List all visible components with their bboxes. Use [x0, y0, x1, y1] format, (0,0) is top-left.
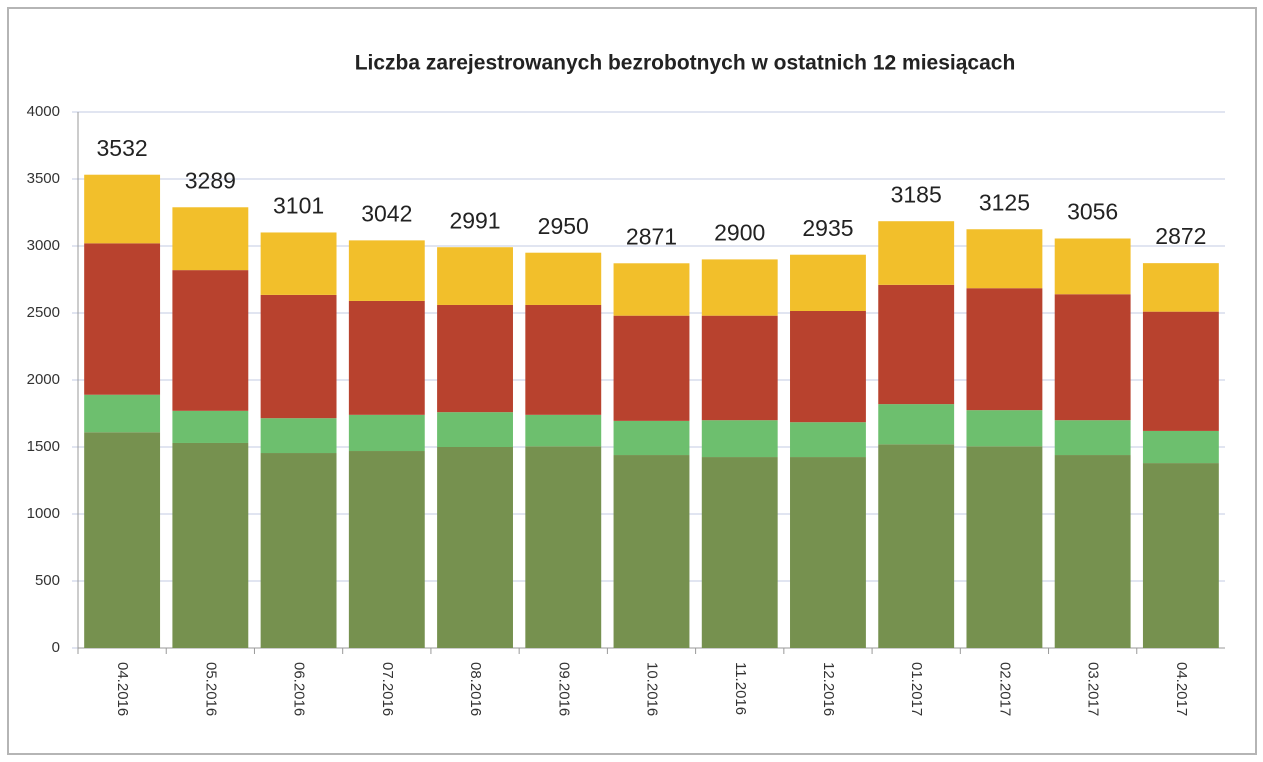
- bar-segment: [437, 304, 513, 413]
- bar-segment: [1054, 294, 1131, 421]
- bar-segment: [84, 432, 161, 648]
- x-tick-label: 12.2016: [820, 662, 837, 716]
- x-tick-label: 07.2016: [379, 662, 396, 716]
- bar-segment: [790, 422, 866, 458]
- bar-segment: [84, 174, 161, 244]
- bar-segment: [701, 420, 778, 458]
- total-label: 3101: [273, 193, 324, 219]
- bar-segment: [790, 254, 866, 311]
- bar-segment: [84, 243, 161, 395]
- bar-segment: [260, 418, 337, 454]
- y-tick-label: 4000: [27, 103, 60, 120]
- bar-segment: [1142, 463, 1219, 648]
- total-label: 3125: [979, 189, 1030, 215]
- bar-segment: [84, 394, 161, 433]
- bar-segment: [1142, 430, 1219, 464]
- bar-segment: [966, 410, 1043, 447]
- bar-segment: [437, 412, 513, 447]
- bar-segment: [701, 315, 778, 421]
- bar-segment: [878, 284, 955, 405]
- x-tick-label: 10.2016: [644, 662, 661, 716]
- bar-segment: [701, 457, 778, 648]
- bar-segment: [790, 310, 866, 423]
- total-label: 2935: [802, 215, 853, 241]
- bar-segment: [966, 446, 1043, 648]
- bar-segment: [172, 207, 249, 271]
- bar-segment: [348, 300, 425, 415]
- chart-title: Liczba zarejestrowanych bezrobotnych w o…: [355, 52, 1016, 75]
- bar-segment: [260, 453, 337, 648]
- bar-segment: [878, 221, 955, 285]
- bar-segment: [790, 457, 866, 648]
- y-tick-label: 1500: [27, 438, 60, 455]
- x-tick-label: 03.2017: [1085, 662, 1102, 716]
- bar-segment: [966, 229, 1043, 289]
- bar-segment: [525, 446, 602, 648]
- bar-segment: [437, 247, 513, 305]
- bar-segment: [172, 270, 249, 411]
- bar-segment: [260, 294, 337, 419]
- bar-segment: [348, 414, 425, 452]
- x-tick-label: 08.2016: [467, 662, 484, 716]
- bar-segment: [613, 455, 690, 648]
- y-tick-label: 2000: [27, 371, 60, 388]
- total-label: 2871: [626, 223, 677, 249]
- y-tick-label: 3500: [27, 170, 60, 187]
- x-tick-label: 11.2016: [732, 662, 749, 715]
- bar-segment: [613, 315, 690, 421]
- total-label: 3042: [361, 200, 412, 226]
- bar-segment: [878, 444, 955, 648]
- bar-segment: [525, 304, 602, 415]
- bar-segment: [437, 447, 513, 648]
- bar-segment: [878, 404, 955, 445]
- bar-segment: [525, 252, 602, 305]
- bar-segment: [613, 263, 690, 316]
- bar-segment: [966, 288, 1043, 411]
- bar-segment: [172, 410, 249, 443]
- bar-segment: [701, 259, 778, 316]
- total-label: 3532: [97, 135, 148, 161]
- x-tick-label: 05.2016: [202, 662, 219, 716]
- x-tick-label: 02.2017: [996, 662, 1013, 716]
- bar-segment: [1142, 263, 1219, 312]
- bar-segment: [348, 240, 425, 301]
- total-label: 2950: [538, 213, 589, 239]
- bar-segment: [172, 442, 249, 648]
- bar-segment: [1054, 455, 1131, 648]
- x-tick-label: 04.2016: [114, 662, 131, 716]
- y-tick-label: 500: [35, 572, 60, 589]
- total-label: 2872: [1155, 223, 1206, 249]
- total-label: 3289: [185, 167, 236, 193]
- y-tick-label: 2500: [27, 304, 60, 321]
- y-tick-label: 0: [52, 639, 60, 656]
- bar-segment: [1054, 238, 1131, 295]
- bar-segment: [613, 420, 690, 456]
- x-tick-label: 04.2017: [1173, 662, 1190, 716]
- bar-segment: [1142, 311, 1219, 431]
- x-tick-label: 01.2017: [908, 662, 925, 716]
- bar-segment: [348, 451, 425, 648]
- bar-segment: [525, 414, 602, 447]
- total-label: 2900: [714, 219, 765, 245]
- bar-segment: [1054, 420, 1131, 456]
- x-tick-label: 06.2016: [291, 662, 308, 716]
- y-tick-label: 1000: [27, 505, 60, 522]
- y-tick-label: 3000: [27, 237, 60, 254]
- total-label: 3056: [1067, 199, 1118, 225]
- x-tick-label: 09.2016: [555, 662, 572, 716]
- total-label: 3185: [891, 181, 942, 207]
- bar-segment: [260, 232, 337, 295]
- total-label: 2991: [449, 207, 500, 233]
